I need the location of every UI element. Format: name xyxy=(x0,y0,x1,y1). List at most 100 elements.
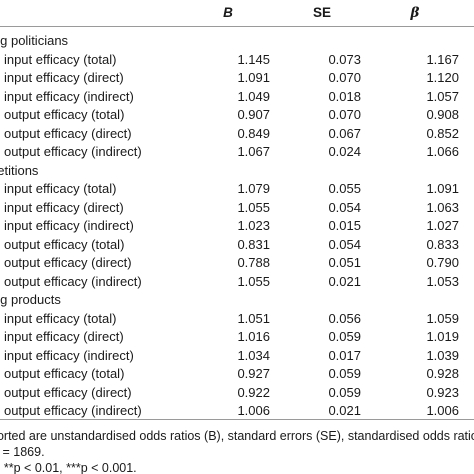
cell-se: 0.054 xyxy=(328,199,361,215)
table-row: nal input efficacy (direct) 1.055 0.054 1.0… xyxy=(0,199,474,218)
cell-beta: 1.006 xyxy=(426,403,459,418)
column-header-se: SE xyxy=(312,5,331,20)
row-label: nal input efficacy (direct) xyxy=(0,329,124,344)
table-row: nal output efficacy (indirect) 1.055 0.021… xyxy=(0,273,474,292)
cell-se: 0.070 xyxy=(328,107,361,122)
column-header-beta: β xyxy=(410,5,420,21)
cell-beta: 0.852 xyxy=(426,125,459,141)
table-row: nal output efficacy (direct) 0.849 0.067 0.… xyxy=(0,125,474,144)
cell-b: 1.079 xyxy=(237,181,270,196)
cell-b: 0.927 xyxy=(237,366,270,381)
cell-se: 0.015 xyxy=(328,218,361,233)
table-row: nal input efficacy (indirect) 1.034 0.017 1… xyxy=(0,347,474,366)
cell-b: 0.922 xyxy=(237,384,270,400)
table-row: nal input efficacy (indirect) 1.049 0.018 1… xyxy=(0,88,474,107)
row-label: nal input efficacy (total) xyxy=(0,51,117,67)
cell-se: 0.059 xyxy=(328,384,361,400)
cell-se: 0.017 xyxy=(328,347,361,363)
cell-beta: 0.908 xyxy=(426,107,459,122)
cell-beta: 1.019 xyxy=(426,329,459,344)
row-label: nal output efficacy (indirect) xyxy=(0,144,142,159)
cell-beta: 0.833 xyxy=(426,236,459,252)
cell-beta: 1.120 xyxy=(426,70,459,85)
table-notes: ported are unstandardised odds ratios (B… xyxy=(0,428,474,474)
cell-b: 0.831 xyxy=(237,236,270,252)
row-label: nal output efficacy (total) xyxy=(0,236,125,252)
cell-b: 0.907 xyxy=(237,107,270,122)
cell-se: 0.070 xyxy=(328,70,361,85)
table-body: ing politicians nal input efficacy (total… xyxy=(0,32,474,421)
table-row: nal output efficacy (indirect) 1.006 0.021… xyxy=(0,402,474,421)
cell-se: 0.059 xyxy=(328,329,361,344)
cell-beta: 1.066 xyxy=(426,144,459,159)
cell-b: 1.051 xyxy=(237,310,270,326)
cell-beta: 1.063 xyxy=(426,199,459,215)
table-row: nal input efficacy (direct) 1.016 0.059 1.0… xyxy=(0,328,474,347)
cell-beta: 0.790 xyxy=(426,255,459,270)
table-bottom-rule xyxy=(0,419,474,420)
row-label: nal output efficacy (total) xyxy=(0,366,125,381)
group-heading-label: petitions xyxy=(0,162,39,178)
cell-b: 1.145 xyxy=(237,51,270,67)
row-label: nal input efficacy (direct) xyxy=(0,199,124,215)
table-row: nal input efficacy (total) 1.051 0.056 1.05… xyxy=(0,310,474,329)
cell-beta: 1.027 xyxy=(426,218,459,233)
table-row: nal input efficacy (total) 1.079 0.055 1.09… xyxy=(0,180,474,199)
note-line-3: 5, **p < 0.01, ***p < 0.001. xyxy=(0,461,137,474)
table-row: nal input efficacy (total) 1.145 0.073 1.16… xyxy=(0,51,474,70)
cell-b: 1.006 xyxy=(237,403,270,418)
table-row: nal output efficacy (total) 0.927 0.059 0.9… xyxy=(0,365,474,384)
cell-beta: 1.059 xyxy=(426,310,459,326)
cell-se: 0.051 xyxy=(328,255,361,270)
table-row: nal output efficacy (direct) 0.788 0.051 0.… xyxy=(0,254,474,273)
cell-b: 1.034 xyxy=(237,347,270,363)
row-label: nal input efficacy (total) xyxy=(0,181,117,196)
cell-beta: 1.039 xyxy=(426,347,459,363)
row-label: nal input efficacy (total) xyxy=(0,310,117,326)
group-heading-label: ing politicians xyxy=(0,33,69,48)
cell-b: 1.023 xyxy=(237,218,270,233)
cell-b: 1.055 xyxy=(237,199,270,215)
row-label: nal output efficacy (direct) xyxy=(0,384,132,400)
cell-se: 0.059 xyxy=(328,366,361,381)
row-label: nal input efficacy (indirect) xyxy=(0,218,134,233)
cell-se: 0.021 xyxy=(328,273,361,289)
row-label: nal input efficacy (indirect) xyxy=(0,88,134,104)
cell-beta: 1.167 xyxy=(426,51,459,67)
cell-se: 0.054 xyxy=(328,236,361,252)
cell-beta: 1.053 xyxy=(426,273,459,289)
row-label: nal output efficacy (direct) xyxy=(0,255,132,270)
cell-b: 1.091 xyxy=(237,70,270,85)
row-label: nal output efficacy (total) xyxy=(0,107,125,122)
cell-b: 1.016 xyxy=(237,329,270,344)
cell-beta: 0.923 xyxy=(426,384,459,400)
table-row: nal input efficacy (direct) 1.091 0.070 1.1… xyxy=(0,69,474,88)
row-label: nal input efficacy (direct) xyxy=(0,70,124,85)
table-row: nal output efficacy (total) 0.907 0.070 0.9… xyxy=(0,106,474,125)
table-row: nal output efficacy (total) 0.831 0.054 0.8… xyxy=(0,236,474,255)
cell-se: 0.056 xyxy=(328,310,361,326)
group-heading-label: ing products xyxy=(0,292,61,307)
cell-b: 1.067 xyxy=(237,144,270,159)
cell-beta: 0.928 xyxy=(426,366,459,381)
note-line-2: N = 1869. xyxy=(0,445,45,459)
cell-b: 0.849 xyxy=(237,125,270,141)
group-heading: petitions xyxy=(0,162,474,181)
cell-b: 1.055 xyxy=(237,273,270,289)
table-row: nal output efficacy (indirect) 1.067 0.024… xyxy=(0,143,474,162)
row-label: nal output efficacy (indirect) xyxy=(0,273,142,289)
cell-se: 0.021 xyxy=(328,403,361,418)
cell-b: 1.049 xyxy=(237,88,270,104)
row-label: nal output efficacy (indirect) xyxy=(0,403,142,418)
cell-beta: 1.091 xyxy=(426,181,459,196)
cell-se: 0.067 xyxy=(328,125,361,141)
column-header-b: B xyxy=(223,5,233,20)
table-row: nal input efficacy (indirect) 1.023 0.015 1… xyxy=(0,217,474,236)
cell-b: 0.788 xyxy=(237,255,270,270)
row-label: nal input efficacy (indirect) xyxy=(0,347,134,363)
note-line-1: ported are unstandardised odds ratios (B… xyxy=(0,429,474,443)
cell-beta: 1.057 xyxy=(426,88,459,104)
cell-se: 0.024 xyxy=(328,144,361,159)
group-heading: ing products xyxy=(0,291,474,310)
